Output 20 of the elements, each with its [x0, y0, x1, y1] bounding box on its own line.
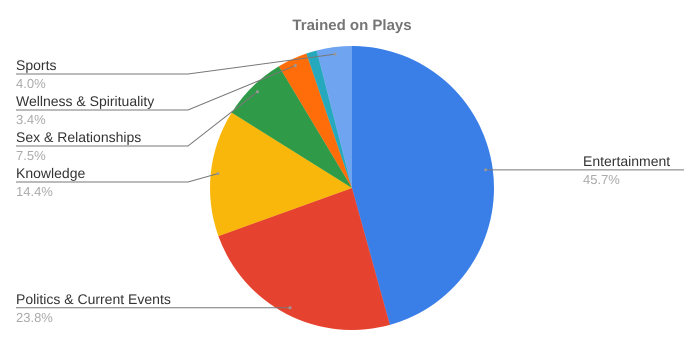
data-label: 7.5% [16, 148, 46, 163]
data-label: 45.7% [583, 172, 620, 187]
pie-slice [278, 54, 352, 188]
slice-label: Wellness & Spirituality [16, 93, 154, 109]
chart-title: Trained on Plays [292, 17, 412, 34]
pie-slice [232, 66, 352, 188]
slice-label: Sports [16, 57, 56, 73]
slice-label: Politics & Current Events [16, 290, 171, 307]
slice-label: Sex & Relationships [16, 129, 142, 145]
pie-slice [218, 188, 390, 330]
pie-slice [210, 112, 352, 236]
pie-slice [306, 50, 352, 188]
data-label: 4.0% [16, 76, 46, 91]
data-label: 23.8% [16, 310, 54, 325]
data-label: 14.4% [16, 184, 54, 199]
slice-label: Knowledge [16, 165, 86, 181]
slice-label: Entertainment [583, 152, 670, 169]
pie-slice [316, 46, 352, 188]
data-label: 3.4% [16, 112, 46, 127]
pie-slice [352, 46, 494, 325]
